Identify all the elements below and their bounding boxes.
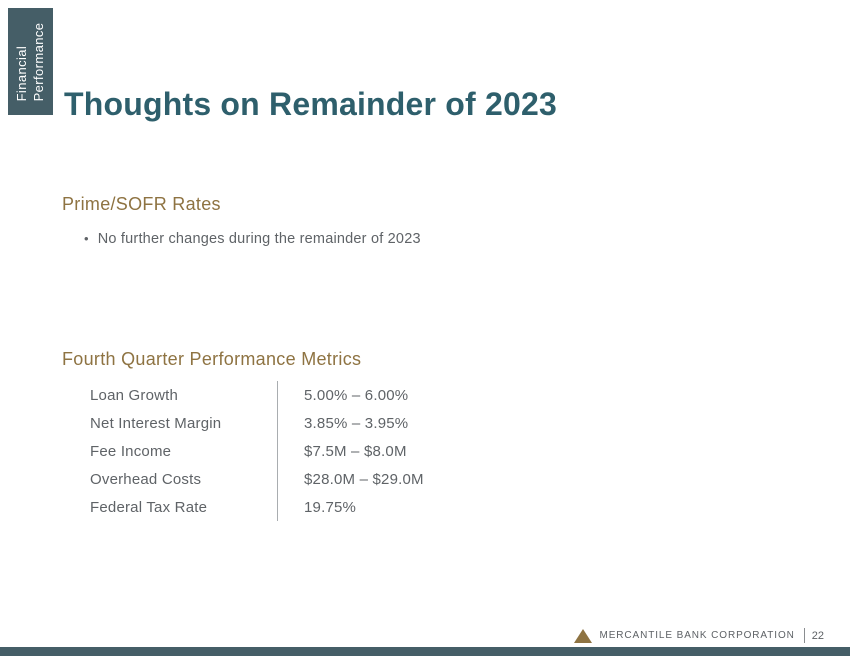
page-number: 22 <box>811 629 824 642</box>
metric-value: 3.85% – 3.95% <box>277 409 510 437</box>
metrics-table: Loan Growth 5.00% – 6.00% Net Interest M… <box>90 381 510 521</box>
footer-divider <box>803 628 805 643</box>
metric-label: Overhead Costs <box>90 470 202 488</box>
metric-label: Net Interest Margin <box>90 414 222 432</box>
metrics-section-heading: Fourth Quarter Performance Metrics <box>62 349 362 369</box>
metric-value: 5.00% – 6.00% <box>277 381 510 409</box>
company-name: MERCANTILE BANK CORPORATION <box>599 630 795 641</box>
bullet-marker: • <box>84 231 89 246</box>
table-row: Net Interest Margin 3.85% – 3.95% <box>90 409 510 437</box>
metric-label: Fee Income <box>90 442 172 460</box>
metric-value: $7.5M – $8.0M <box>277 437 510 465</box>
rates-bullet-item: • No further changes during the remainde… <box>84 231 421 247</box>
page-title: Thoughts on Remainder of 2023 <box>64 86 557 122</box>
rates-bullet-text: No further changes during the remainder … <box>97 231 421 247</box>
company-logo-triangle-icon <box>573 628 592 643</box>
metric-label: Federal Tax Rate <box>90 498 208 516</box>
table-row: Overhead Costs $28.0M – $29.0M <box>90 465 510 493</box>
section-tab-line1: Financial <box>13 45 29 101</box>
section-tab-line2: Performance <box>30 22 46 101</box>
bottom-accent-bar <box>0 647 850 656</box>
section-tab-label: Financial Performance <box>14 22 48 101</box>
metric-value: 19.75% <box>277 493 510 521</box>
metric-label: Loan Growth <box>90 386 179 404</box>
metric-value: $28.0M – $29.0M <box>277 465 510 493</box>
table-row: Loan Growth 5.00% – 6.00% <box>90 381 510 409</box>
table-row: Fee Income $7.5M – $8.0M <box>90 437 510 465</box>
table-row: Federal Tax Rate 19.75% <box>90 493 510 521</box>
rates-section-heading: Prime/SOFR Rates <box>62 194 221 214</box>
footer: MERCANTILE BANK CORPORATION 22 <box>573 628 824 643</box>
section-tab: Financial Performance <box>8 8 53 115</box>
